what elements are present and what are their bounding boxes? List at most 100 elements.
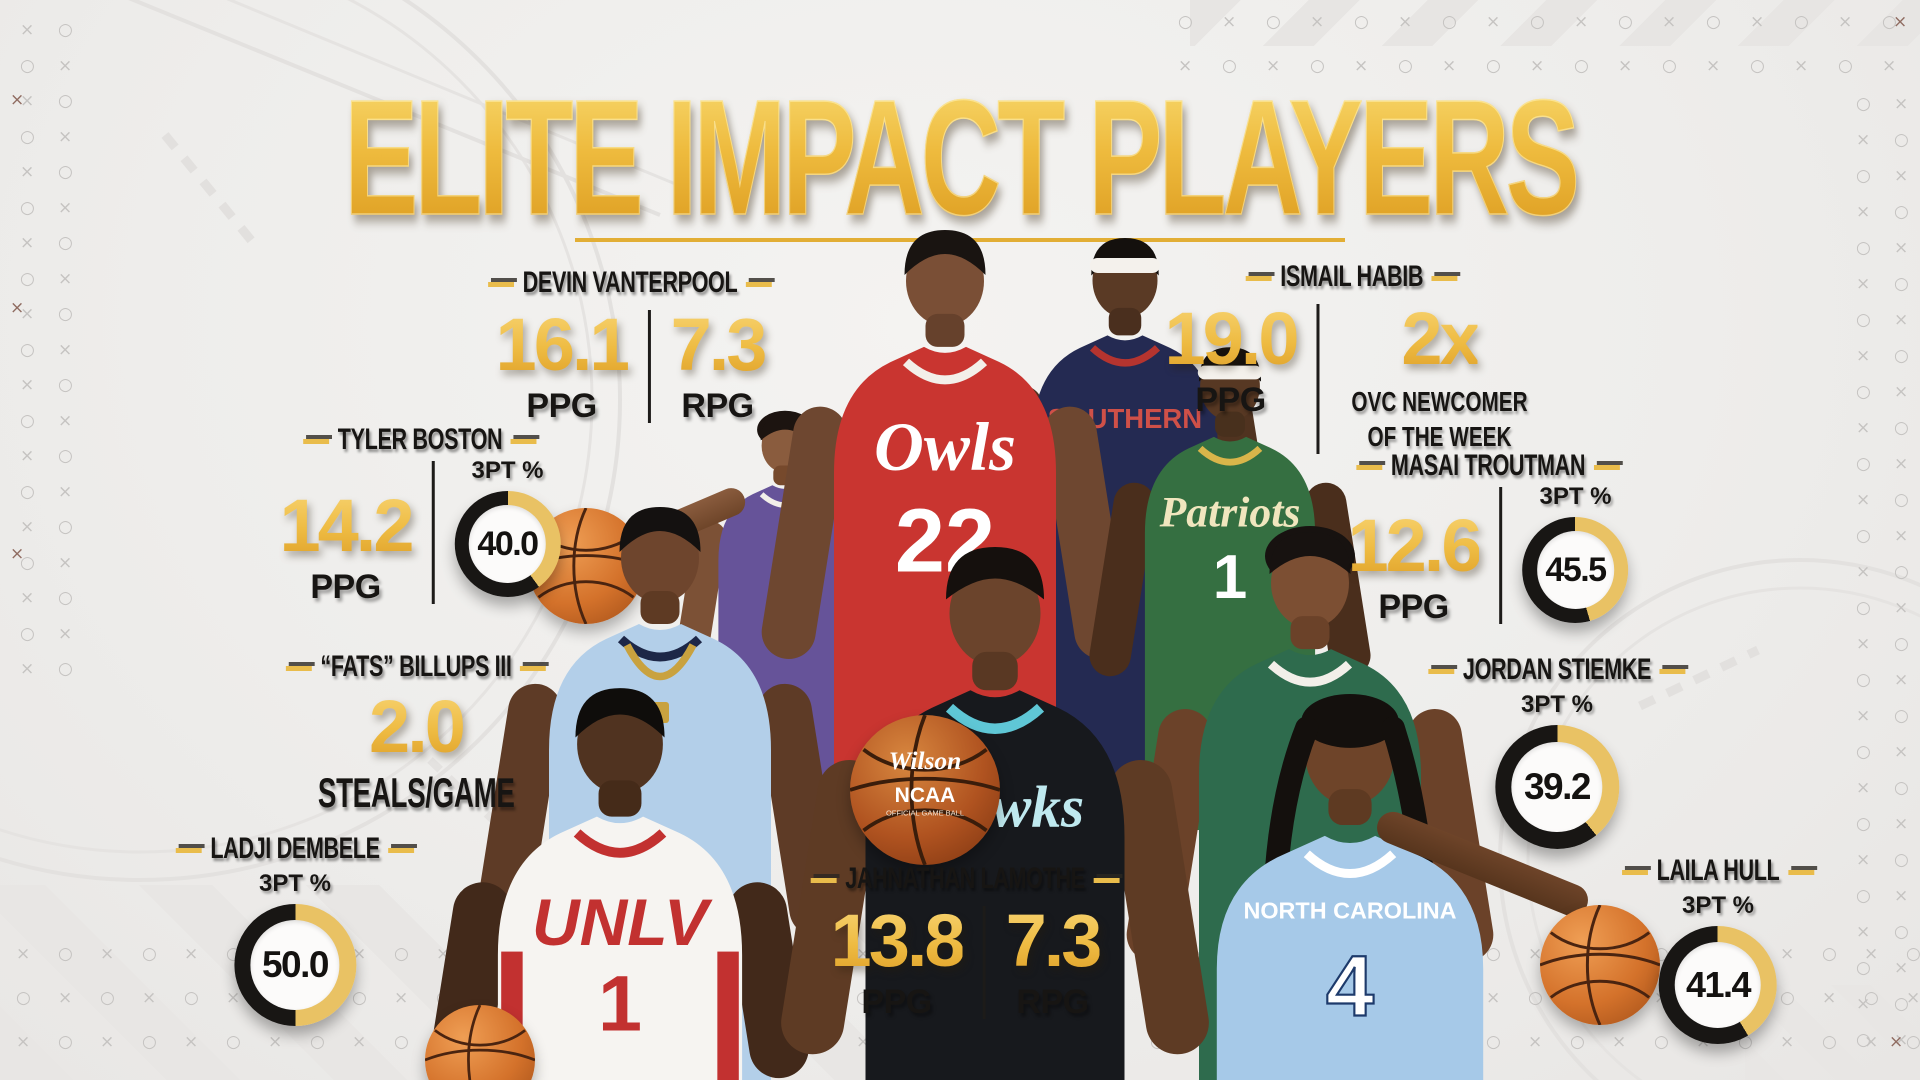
- jersey-script-owls: Owls: [874, 409, 1016, 485]
- name-dash-left: [303, 435, 332, 445]
- name-dash-left: [1428, 665, 1458, 675]
- player-name: ISMAIL HABIB: [1280, 260, 1424, 293]
- donut-label: 3PT %: [1681, 892, 1755, 919]
- player-name: “FATS” BILLUPS III: [320, 650, 512, 683]
- stat-ppg: 16.1 PPG: [495, 303, 631, 425]
- donut-label: 3PT %: [1520, 691, 1594, 718]
- ball-org-ncaa: NCAA: [895, 784, 956, 807]
- player-name: DEVIN VANTERPOOL: [522, 266, 738, 299]
- stat-value: 19.0: [1164, 297, 1299, 380]
- stat-block-fats-billups: “FATS” BILLUPS III 2.0 STEALS/GAME: [235, 650, 596, 814]
- stat-divider: [982, 906, 986, 1019]
- basketball: [425, 1005, 535, 1080]
- page-title-wrap: ELITE IMPACT PLAYERS: [54, 66, 1866, 249]
- stat-divider: [1499, 487, 1503, 624]
- name-dash-right: [745, 278, 775, 288]
- name-dash-left: [810, 874, 840, 884]
- player-name: LAILA HULL: [1656, 854, 1780, 887]
- player-name-row: LAILA HULL: [1622, 854, 1817, 888]
- player-name-row: TYLER BOSTON: [303, 423, 540, 457]
- three-pt-donut-cell: 3PT % 40.0: [454, 459, 561, 597]
- stat-value: 7.3: [670, 303, 768, 386]
- stat-divider: [431, 461, 435, 604]
- player-name-row: DEVIN VANTERPOOL: [488, 266, 775, 300]
- stat-value: 2x: [1401, 297, 1480, 380]
- name-dash-left: [175, 844, 205, 854]
- ball-brand-wilson: Wilson: [889, 746, 962, 775]
- stat-label: PPG: [1195, 381, 1266, 419]
- donut-label: 3PT %: [258, 870, 332, 897]
- name-dash-left: [1622, 866, 1651, 876]
- stat-ppg: 12.6 PPG: [1347, 504, 1482, 626]
- name-dash-right: [1659, 665, 1689, 675]
- wilson-ncaa-basketball: Wilson NCAA OFFICIAL GAME BALL: [850, 715, 1000, 865]
- donut-hole: 41.4: [1674, 941, 1762, 1029]
- name-dash-right: [1788, 866, 1817, 876]
- jersey-number-1-unlv: 1: [598, 959, 642, 1048]
- stat-award: 2x OVC NEWCOMER OF THE WEEK: [1340, 302, 1540, 454]
- stat-label: PPG: [1378, 588, 1449, 626]
- player-name: TYLER BOSTON: [337, 423, 503, 456]
- stat-ppg: 19.0 PPG: [1164, 297, 1299, 419]
- three-pt-donut-chart: 45.5: [1522, 517, 1629, 623]
- stat-rp g: 7.3 RPG: [670, 303, 768, 424]
- stat-ppg: 14.2 PPG: [279, 484, 414, 606]
- donut-value: 41.4: [1685, 964, 1752, 1005]
- player-name: MASAI TROUTMAN: [1390, 449, 1586, 482]
- stat-label: RPG: [1016, 983, 1089, 1021]
- name-dash-right: [510, 435, 540, 445]
- three-pt-donut-chart: 40.0: [454, 491, 561, 597]
- player-name-row: LADJI DEMBELE: [175, 832, 418, 866]
- donut-value: 39.2: [1523, 766, 1592, 807]
- name-dash-left: [285, 662, 315, 672]
- donut-value: 45.5: [1545, 550, 1607, 589]
- ball-sub-text: OFFICIAL GAME BALL: [886, 809, 964, 818]
- name-dash-right: [1432, 272, 1461, 282]
- stat-ppg: 13.8 PPG: [830, 899, 966, 1020]
- stat-value: 13.8: [830, 899, 966, 982]
- stat-label: PPG: [310, 568, 381, 606]
- stat-block-ismail-habib: ISMAIL HABIB 19.0 PPG 2x OVC NEWCOMER OF…: [1164, 260, 1539, 454]
- award-label: OVC NEWCOMER OF THE WEEK: [1351, 386, 1528, 452]
- player-name-row: MASAI TROUTMAN: [1356, 449, 1623, 483]
- stat-block-ladji-dembele: LADJI DEMBELE 3PT % 50.0: [129, 832, 460, 1026]
- stat-value: 16.1: [495, 303, 631, 386]
- player-name: JORDAN STIEMKE: [1462, 653, 1652, 686]
- donut-hole: 39.2: [1511, 741, 1603, 833]
- name-dash-right: [1093, 874, 1123, 884]
- stat-value: 12.6: [1347, 504, 1482, 587]
- player-name-row: JAHNATHAN LAMOTHE: [810, 862, 1123, 896]
- jersey-script-patriots: Patriots: [1159, 489, 1301, 537]
- jersey-number-1-patriots: 1: [1213, 543, 1248, 612]
- stat-value: 7.3: [1005, 899, 1103, 982]
- stat-block-tyler-boston: TYLER BOSTON 14.2 PPG 3PT % 40.0: [258, 423, 582, 604]
- name-dash-right: [1593, 461, 1623, 471]
- stat-label: PPG: [526, 387, 597, 425]
- stat-block-laila-hull: LAILA HULL 3PT % 41.4: [1585, 854, 1852, 1044]
- jersey-number-4-unc: 4: [1326, 938, 1374, 1034]
- player-name: LADJI DEMBELE: [210, 832, 380, 865]
- stat-value: 14.2: [279, 484, 414, 567]
- donut-value: 50.0: [261, 944, 330, 985]
- donut-hole: 45.5: [1536, 531, 1615, 609]
- player-name-row: “FATS” BILLUPS III: [285, 650, 550, 684]
- stat-block-masai-troutman: MASAI TROUTMAN 12.6 PPG 3PT % 45.5: [1305, 449, 1671, 624]
- stat-divider: [647, 310, 651, 423]
- three-pt-donut-chart: 50.0: [234, 904, 356, 1026]
- player-name: JAHNATHAN LAMOTHE: [845, 862, 1085, 895]
- player-photo-north-carolina: NORTH CAROLINA 4: [1170, 685, 1530, 1080]
- jersey-text-unlv: UNLV: [532, 885, 713, 959]
- stat-value: 2.0: [369, 685, 466, 768]
- page-title: ELITE IMPACT PLAYERS: [343, 66, 1580, 249]
- three-pt-donut-cell: 3PT % 45.5: [1522, 483, 1629, 623]
- stat-divider: [1316, 304, 1320, 454]
- stat-rpg: 7.3 RPG: [1005, 899, 1103, 1021]
- donut-label: 3PT %: [1539, 483, 1612, 510]
- donut-hole: 40.0: [468, 505, 547, 583]
- name-dash-left: [1356, 461, 1386, 471]
- stat-block-devin-vanterpool: DEVIN VANTERPOOL 16.1 PPG 7.3 RPG: [433, 266, 827, 423]
- stat-label: STEALS/GAME: [317, 769, 515, 816]
- stat-block-jahnathan-lamothe: JAHNATHAN LAMOTHE 13.8 PPG 7.3 RPG: [751, 862, 1180, 1019]
- basketball: [1540, 905, 1660, 1025]
